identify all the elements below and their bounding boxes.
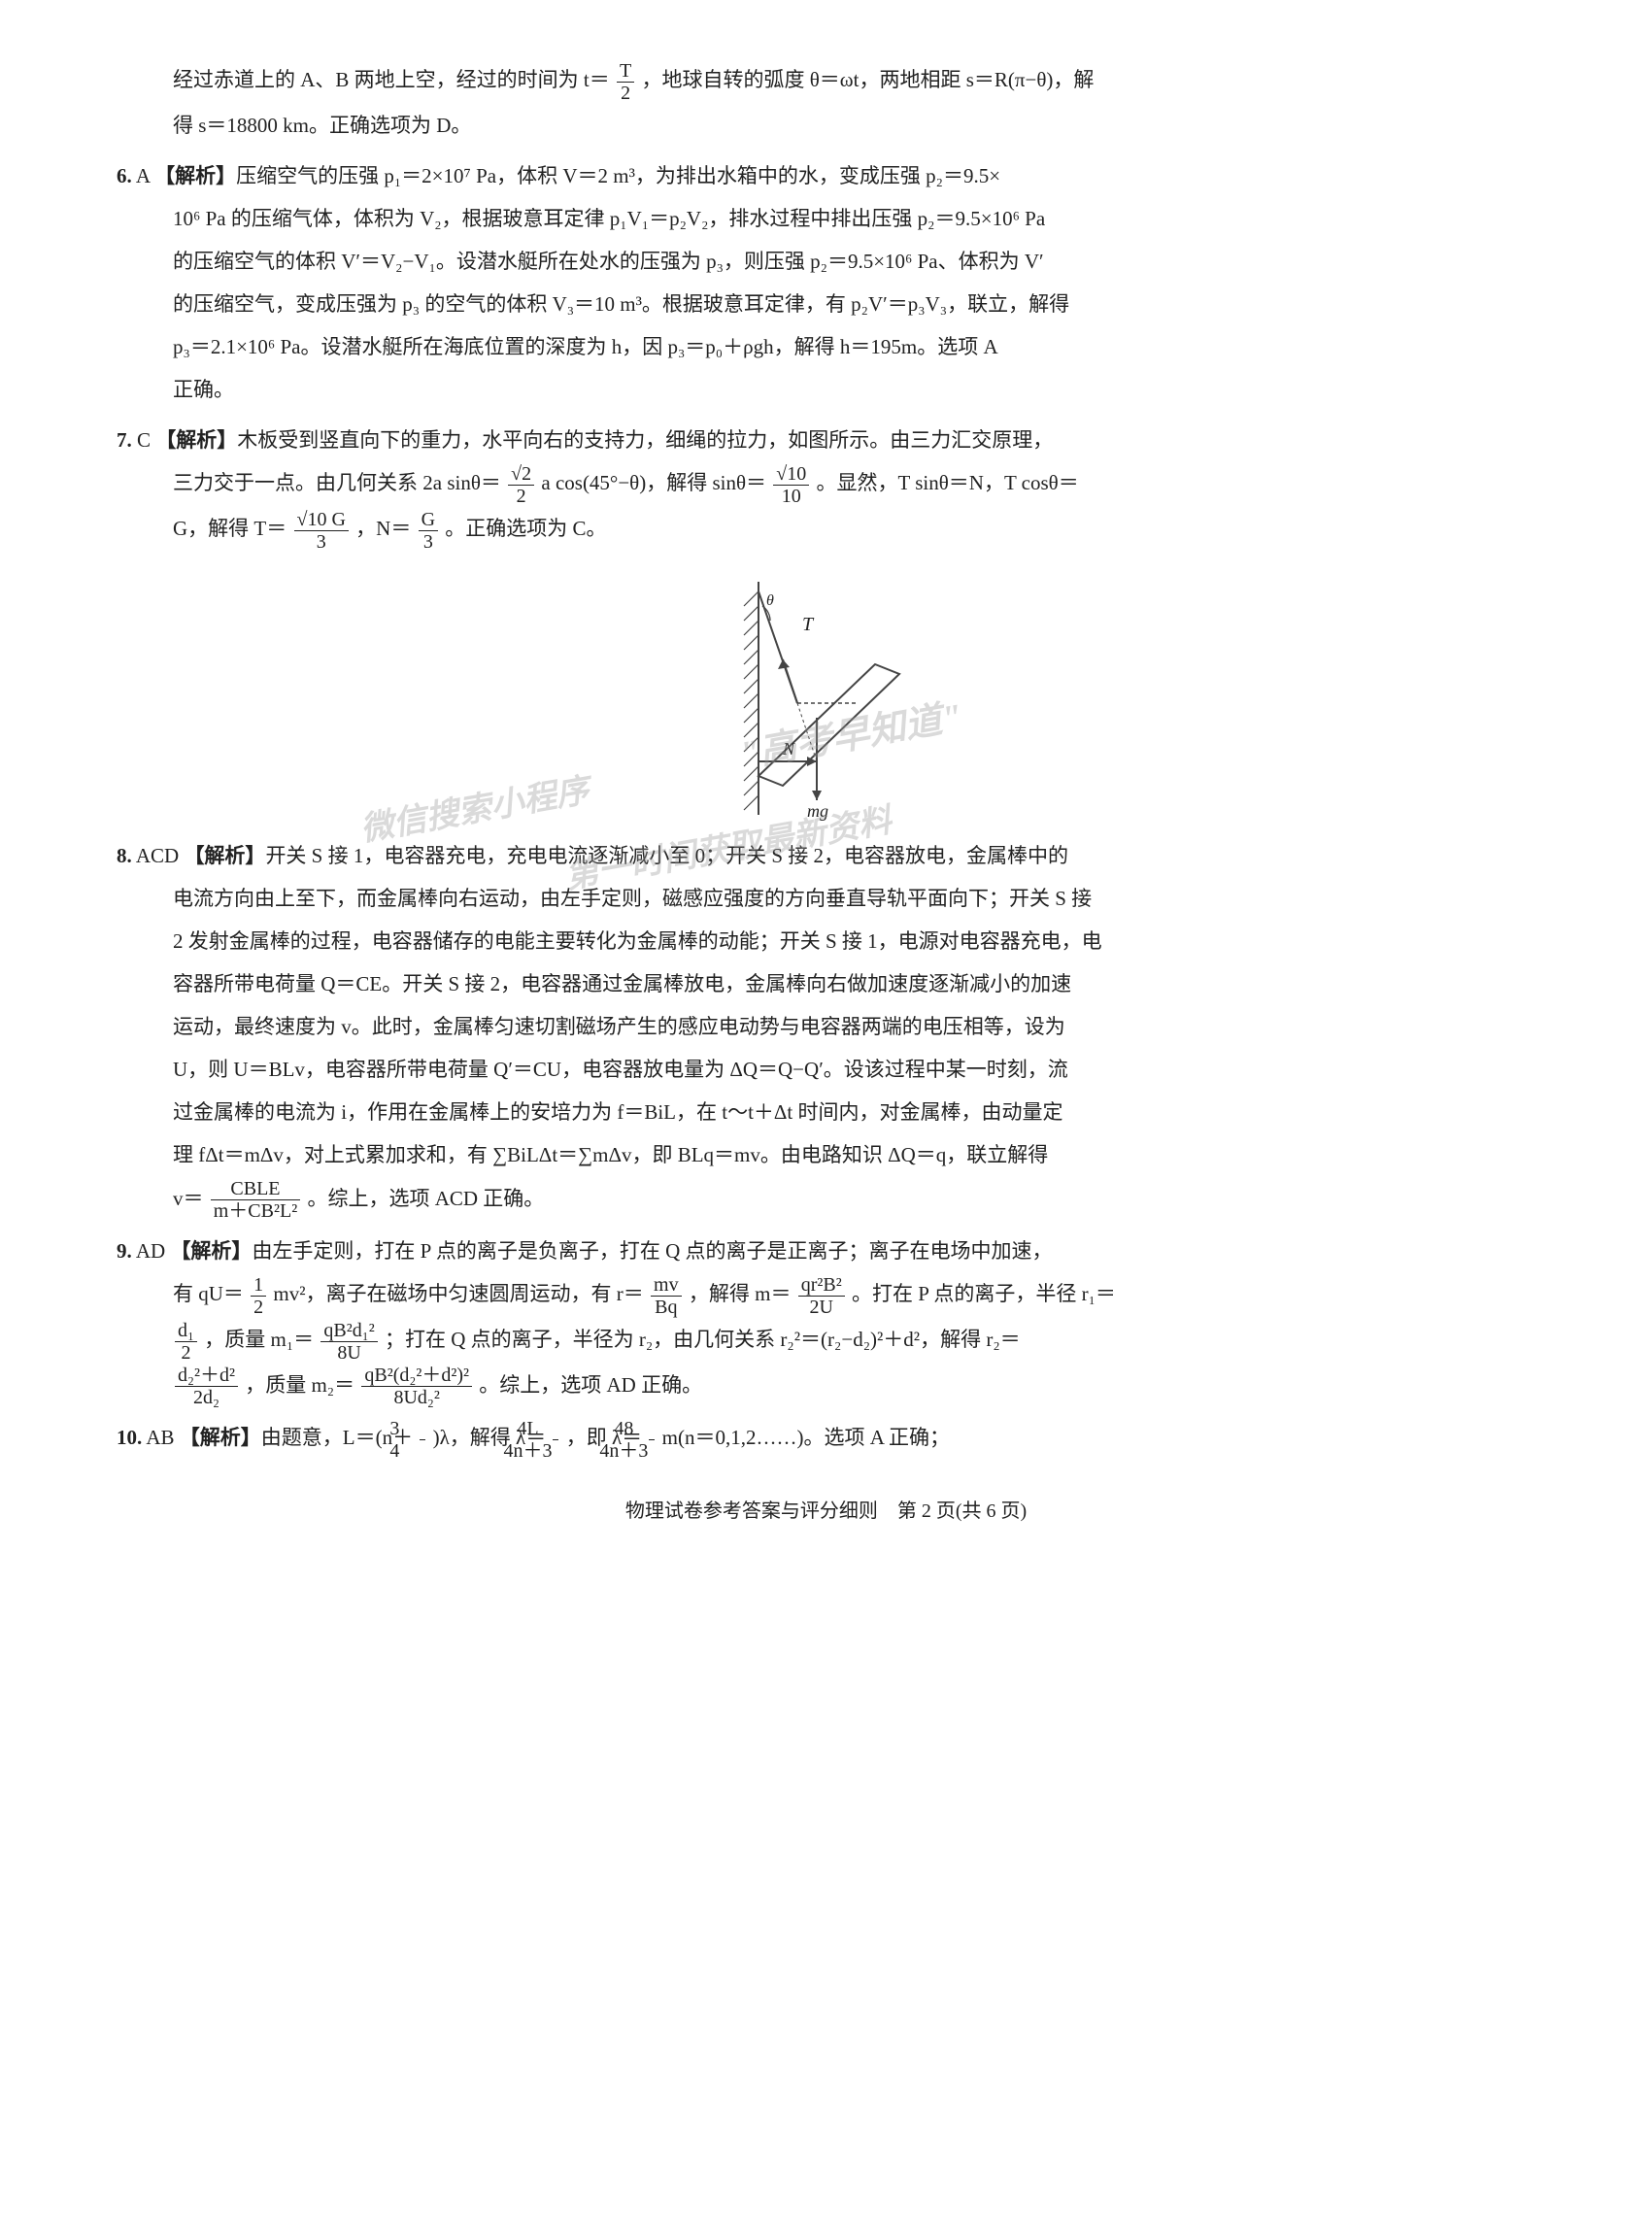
q9-line2c: ，解得 m＝ (689, 1282, 792, 1305)
q7-line3b: ，N＝ (355, 517, 411, 540)
q8-line4: 容器所带电荷量 Q＝CE。开关 S 接 2，电容器通过金属棒放电，金属棒向右做加… (173, 962, 1535, 1005)
q7-frac5: G 3 (419, 509, 438, 553)
q10-frac1: 3 4 (420, 1418, 425, 1462)
q6-line3: 的压缩空气的体积 V′＝V₂−V₁。设潜水艇所在处水的压强为 p₃，则压强 p₂… (173, 240, 1535, 283)
q7: 7. C 【解析】木板受到竖直向下的重力，水平向右的支持力，细绳的拉力，如图所示… (117, 419, 1535, 552)
q7-line3c: 。正确选项为 C。 (445, 517, 606, 540)
q7-ans: C (137, 428, 151, 452)
q5-frac1: T 2 (617, 60, 634, 104)
q7-line1: 木板受到竖直向下的重力，水平向右的支持力，细绳的拉力，如图所示。由三力汇交原理， (237, 428, 1053, 452)
label-T: T (802, 614, 815, 635)
q9-frac5: qB²(d₂²＋d²)² 8Ud₂² (361, 1365, 472, 1408)
q8-frac: CBLE m＋CB²L² (211, 1178, 300, 1222)
q9-line4c: 。综上，选项 AD 正确。 (479, 1373, 702, 1397)
q6-ans: A (136, 164, 150, 187)
q9-line2a: 有 qU＝ (173, 1282, 244, 1305)
q9-tag: 【解析】 (170, 1239, 252, 1263)
q10-frac2: 4L 4n＋3 (553, 1418, 558, 1462)
q8-line9a: v＝ (173, 1187, 204, 1210)
force-diagram-svg: T θ N mg (691, 572, 962, 825)
q10-ans: AB (146, 1426, 174, 1449)
q8-ans: ACD (136, 844, 179, 867)
q9-line1: 由左手定则，打在 P 点的离子是负离子，打在 Q 点的离子是正离子；离子在电场中… (252, 1239, 1052, 1263)
q9-frac1: 1 2 (251, 1274, 266, 1318)
q9-num: 9. (117, 1239, 132, 1263)
q9-line2d: 。打在 P 点的离子，半径 r₁＝ (852, 1282, 1116, 1305)
q6-line2: 10⁶ Pa 的压缩气体，体积为 V₂，根据玻意耳定律 p₁V₁＝p₂V₂，排水… (173, 197, 1535, 240)
q8-line9b: 。综上，选项 ACD 正确。 (307, 1187, 544, 1210)
q5-line1a: 经过赤道上的 A、B 两地上空，经过的时间为 t＝ (173, 68, 610, 91)
label-N: N (782, 739, 795, 759)
q9-frac2: mv Bq (651, 1274, 682, 1318)
q7-line2c: 。显然，T sinθ＝N，T cosθ＝ (817, 471, 1079, 494)
q6: 6. A 【解析】压缩空气的压强 p₁＝2×10⁷ Pa，体积 V＝2 m³，为… (117, 154, 1535, 412)
q8-line3: 2 发射金属棒的过程，电容器储存的电能主要转化为金属棒的动能；开关 S 接 1，… (173, 920, 1535, 962)
q7-frac4: √10 G 3 (294, 509, 349, 553)
page-footer: 物理试卷参考答案与评分细则 第 2 页(共 6 页) (117, 1491, 1535, 1532)
q9-line3b: ，质量 m₁＝ (204, 1328, 314, 1351)
q8-line1: 开关 S 接 1，电容器充电，充电电流逐渐减小至 0；开关 S 接 2，电容器放… (265, 844, 1068, 867)
q9-frac4: qB²d₁² 8U (320, 1320, 377, 1364)
label-mg: mg (807, 801, 828, 821)
q10-line1d: m(n＝0,1,2……)。选项 A 正确； (662, 1426, 950, 1449)
q7-tag: 【解析】 (155, 428, 237, 452)
q9: 9. AD 【解析】由左手定则，打在 P 点的离子是负离子，打在 Q 点的离子是… (117, 1230, 1535, 1408)
q8-line8: 理 fΔt＝mΔv，对上式累加求和，有 ∑BiLΔt＝∑mΔv，即 BLq＝mv… (173, 1133, 1535, 1176)
q8-line5: 运动，最终速度为 v。此时，金属棒匀速切割磁场产生的感应电动势与电容器两端的电压… (173, 1005, 1535, 1048)
q5-line2: 得 s＝18800 km。正确选项为 D。 (173, 104, 1535, 147)
q9-line4b: ，质量 m₂＝ (245, 1373, 354, 1397)
q8-line2: 电流方向由上至下，而金属棒向右运动，由左手定则，磁感应强度的方向垂直导轨平面向下… (173, 877, 1535, 920)
q6-line1: 压缩空气的压强 p₁＝2×10⁷ Pa，体积 V＝2 m³，为排出水箱中的水，变… (236, 164, 1000, 187)
q5-line1b: ，地球自转的弧度 θ＝ωt，两地相距 s＝R(π−θ)，解 (641, 68, 1094, 91)
q6-line4: 的压缩空气，变成压强为 p₃ 的空气的体积 V₃＝10 m³。根据玻意耳定律，有… (173, 283, 1535, 325)
q6-line5: p₃＝2.1×10⁶ Pa。设潜水艇所在海底位置的深度为 h，因 p₃＝p₀＋ρ… (173, 325, 1535, 368)
q7-num: 7. (117, 428, 132, 452)
q9-ans: AD (136, 1239, 165, 1263)
q10-frac3: 48 4n＋3 (649, 1418, 655, 1462)
q6-num: 6. (117, 164, 132, 187)
q8-line6: U，则 U＝BLv，电容器所带电荷量 Q′＝CU，电容器放电量为 ΔQ＝Q−Q′… (173, 1048, 1535, 1091)
q7-line3a: G，解得 T＝ (173, 517, 287, 540)
q9-frac-r1: d₁ 2 (175, 1320, 197, 1364)
q9-line2b: mv²，离子在磁场中匀速圆周运动，有 r＝ (273, 1282, 643, 1305)
q7-line2b: a cos(45°−θ)，解得 sinθ＝ (541, 471, 766, 494)
q8: 8. ACD 【解析】开关 S 接 1，电容器充电，充电电流逐渐减小至 0；开关… (117, 834, 1535, 1222)
q8-tag: 【解析】 (184, 844, 265, 867)
q7-frac3: √10 10 (773, 463, 809, 507)
q8-num: 8. (117, 844, 132, 867)
q7-frac2: √2 2 (508, 463, 534, 507)
q7-line2a: 三力交于一点。由几何关系 2a sinθ＝ (173, 471, 501, 494)
q9-frac3: qr²B² 2U (798, 1274, 845, 1318)
q6-tag: 【解析】 (154, 164, 236, 187)
q10: 10. AB 【解析】由题意，L＝(n＋ 3 4 )λ，解得 λ＝ 4L 4n＋… (117, 1416, 1535, 1462)
q9-line3c: ；打在 Q 点的离子，半径为 r₂，由几何关系 r₂²＝(r₂−d₂)²＋d²，… (385, 1328, 1021, 1351)
q8-line7: 过金属棒的电流为 i，作用在金属棒上的安培力为 f＝BiL，在 t～t＋Δt 时… (173, 1091, 1535, 1133)
q6-line6: 正确。 (173, 368, 1535, 411)
q7-figure: T θ N mg "高考早知道" 微信搜索小程序 第一时间获取最新资料 (117, 572, 1535, 825)
q9-frac-r2: d₂²＋d² 2d₂ (175, 1365, 238, 1408)
q10-num: 10. (117, 1426, 142, 1449)
label-theta: θ (766, 592, 774, 609)
q10-tag: 【解析】 (180, 1426, 261, 1449)
q5-continuation: 经过赤道上的 A、B 两地上空，经过的时间为 t＝ T 2 ，地球自转的弧度 θ… (117, 58, 1535, 147)
